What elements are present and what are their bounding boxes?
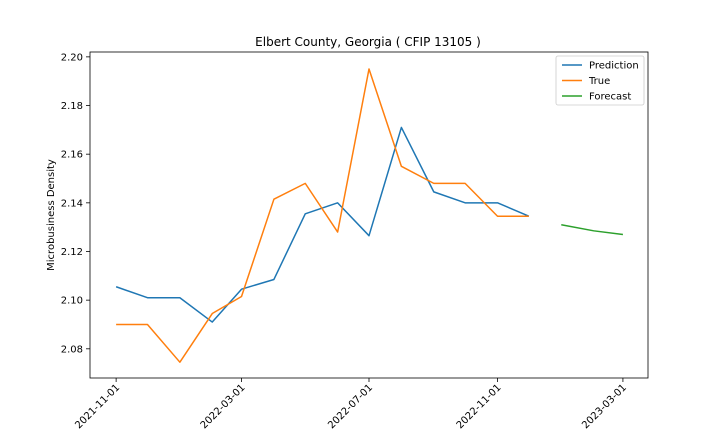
legend-label-prediction: Prediction <box>589 61 639 72</box>
x-tick-label: 2022-07-01 <box>326 382 375 431</box>
y-axis: 2.08 2.10 2.12 2.14 2.16 2.18 2.20 <box>61 52 90 355</box>
legend-label-true: True <box>588 76 610 87</box>
y-tick-label: 2.16 <box>61 150 83 161</box>
y-tick-label: 2.08 <box>61 344 83 355</box>
x-tick-label: 2023-03-01 <box>580 382 629 431</box>
series-line-forecast <box>561 223 624 236</box>
series-line-prediction <box>115 126 530 323</box>
y-tick-label: 2.20 <box>61 52 83 63</box>
y-tick-label: 2.18 <box>61 101 83 112</box>
legend-box <box>555 55 645 106</box>
y-tick-label: 2.12 <box>61 247 83 258</box>
x-tick-label: 2022-11-01 <box>455 382 504 431</box>
y-tick-label: 2.10 <box>61 296 83 307</box>
chart-title: Elbert County, Georgia ( CFIP 13105 ) <box>255 35 481 49</box>
x-tick-label: 2022-03-01 <box>199 382 248 431</box>
x-tick-label: 2021-11-01 <box>73 382 122 431</box>
legend: Prediction True Forecast <box>555 55 645 106</box>
plot-lines <box>115 68 624 363</box>
x-axis: 2021-11-01 2022-03-01 2022-07-01 2022-11-01… <box>73 378 629 431</box>
legend-label-forecast: Forecast <box>589 92 631 103</box>
y-axis-label: Microbusiness Density <box>46 159 57 271</box>
y-tick-label: 2.14 <box>61 198 83 209</box>
series-line-true <box>116 68 529 363</box>
